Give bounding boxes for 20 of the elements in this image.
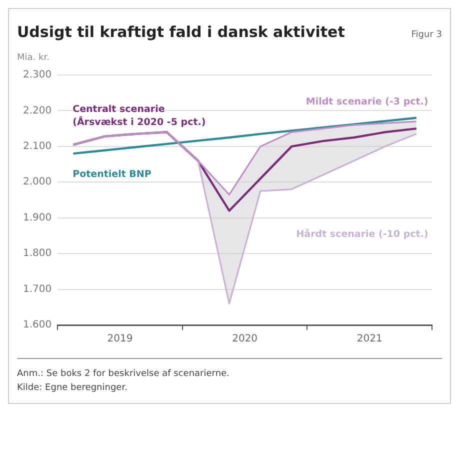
y-tick-label: 1.900 xyxy=(22,212,52,224)
chart-subtitle: Figur 3 xyxy=(411,30,442,40)
y-axis-title: Mia. kr. xyxy=(17,53,50,63)
y-tick-label: 2.100 xyxy=(22,141,52,152)
y-tick-label: 1.800 xyxy=(22,248,52,260)
series-label: Centralt scenarie (Årsvækst i 2020 -5 pct.) xyxy=(72,104,206,128)
text: Hårdt scenarie (-10 pct.) xyxy=(296,228,428,240)
y-tick-label: 2.200 xyxy=(22,105,52,116)
x-tick-label: 2020 xyxy=(232,334,258,345)
y-tick-label: 1.600 xyxy=(22,320,52,331)
y-tick-label: 2.300 xyxy=(22,70,52,81)
text: Kilde: Egne beregninger. xyxy=(17,382,128,395)
text: Anm.: Se boks 2 for beskrivelse af scenarierne. xyxy=(17,368,230,381)
series-label: Potentielt BNP xyxy=(72,169,152,180)
chart-title: Udsigt til kraftigt fald i dansk aktivitet xyxy=(17,23,345,41)
y-tick-label: 2.000 xyxy=(22,176,52,188)
x-tick-label: 2019 xyxy=(107,334,133,345)
y-tick-label: 1.700 xyxy=(22,284,52,295)
x-tick-label: 2021 xyxy=(356,334,382,345)
series-label: Mildt scenarie (-3 pct.) xyxy=(306,96,428,108)
